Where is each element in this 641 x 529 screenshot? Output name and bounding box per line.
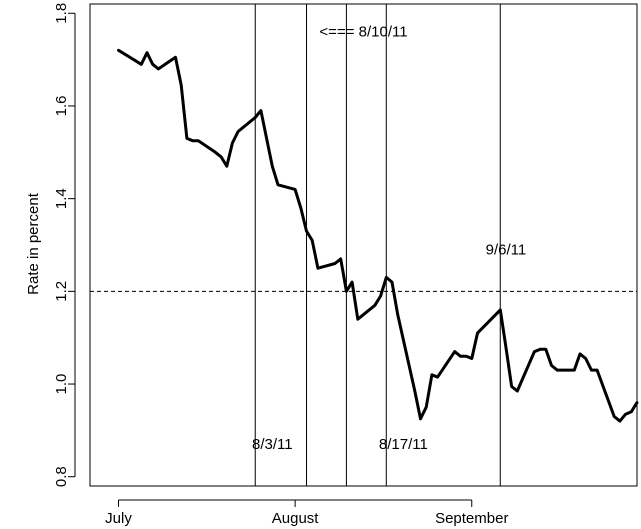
annotation-label: <=== 8/10/11 bbox=[319, 23, 407, 40]
y-tick-label: 0.8 bbox=[53, 466, 70, 487]
y-tick-label: 1.8 bbox=[53, 3, 70, 24]
annotation-label: 8/3/11 bbox=[252, 436, 293, 453]
series-layer bbox=[117, 48, 639, 423]
y-tick-label: 1.2 bbox=[53, 281, 70, 302]
y-tick-label: 1.4 bbox=[53, 188, 70, 209]
x-tick-label: August bbox=[272, 510, 320, 527]
y-tick-label: 1.0 bbox=[53, 374, 70, 395]
y-axis: 0.8 1.0 1.2 1.4 1.6 1.8 bbox=[53, 3, 76, 487]
y-tick-label: 1.6 bbox=[53, 96, 70, 117]
reference-lines bbox=[90, 4, 637, 486]
annotation-layer: 8/3/11 <=== 8/10/11 8/17/11 9/6/11 bbox=[252, 23, 526, 452]
plot-frame bbox=[89, 3, 638, 487]
rate-line bbox=[117, 48, 639, 423]
y-axis-label: Rate in percent bbox=[25, 192, 42, 295]
x-tick-label: September bbox=[435, 510, 508, 527]
x-axis: July August September bbox=[105, 499, 508, 527]
x-tick-label: July bbox=[105, 510, 132, 527]
annotation-label: 8/17/11 bbox=[379, 436, 428, 453]
annotation-label: 9/6/11 bbox=[486, 241, 527, 258]
